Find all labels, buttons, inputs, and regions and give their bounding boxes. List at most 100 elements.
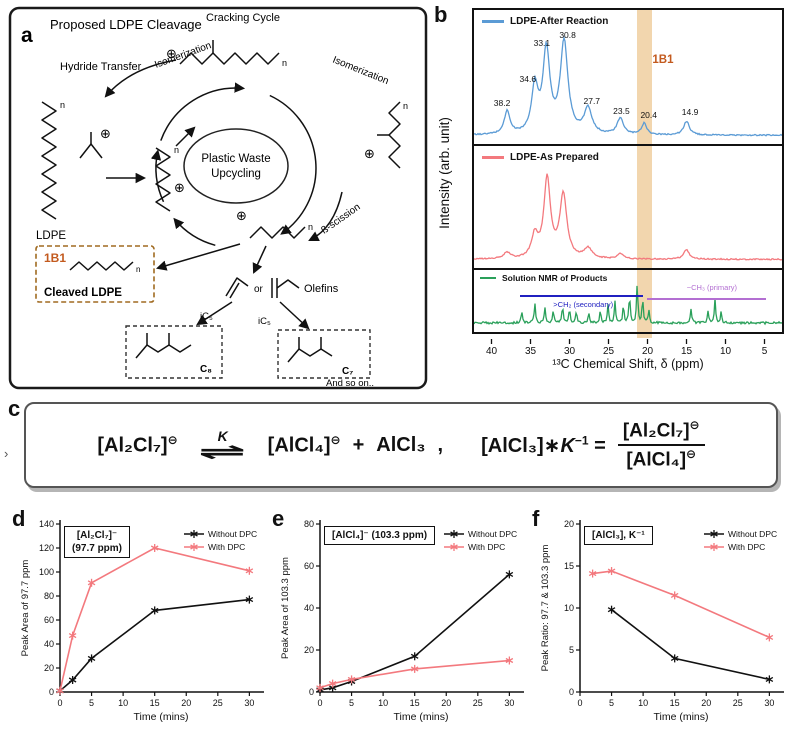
ic5-right-label: iC₅ xyxy=(258,316,271,327)
cleaved-ldpe-box: 1B1 n Cleaved LDPE xyxy=(35,245,155,303)
svg-text:0: 0 xyxy=(317,698,322,708)
spectrum-panel-solution-products: Solution NMR of Products >CH₂ (secondary… xyxy=(472,268,784,334)
spectrum-after-reaction xyxy=(474,35,782,137)
svg-text:Peak Area of 97.7 ppm: Peak Area of 97.7 ppm xyxy=(20,560,31,657)
legend-after-reaction: LDPE-After Reaction xyxy=(482,16,608,27)
svg-text:n: n xyxy=(174,145,179,155)
annotation-line xyxy=(520,295,644,297)
chart-d-title: [Al₂Cl₇]⁻ (97.7 ppm) xyxy=(64,526,131,558)
ratio-fraction: [Al₂Cl₇]⊖ [AlCl₄]⊖ xyxy=(617,418,705,472)
right-carbocation-structure: ⊕ n xyxy=(364,101,408,169)
svg-text:140: 140 xyxy=(39,519,54,529)
charge-minus-icon: ⊖ xyxy=(330,432,341,447)
panel-e-label: e xyxy=(272,506,285,531)
cycle-center-line1: Plastic Waste xyxy=(201,153,270,165)
svg-text:n: n xyxy=(403,101,408,111)
top-carbocation-structure: ⊕ n xyxy=(104,40,287,98)
c7-product-box: C₇ xyxy=(277,329,371,379)
peak-label: 27.7 xyxy=(583,96,601,106)
arrow-to-c8 xyxy=(196,301,233,326)
legend-label: LDPE-As Prepared xyxy=(510,152,599,163)
mid-chain-cation-structure: n ⊕ xyxy=(155,126,196,212)
and-so-on-label: And so on.. xyxy=(326,378,374,389)
svg-text:20: 20 xyxy=(304,645,314,655)
svg-text:n: n xyxy=(282,58,287,68)
alcl3-term: AlCl₃ xyxy=(376,433,426,456)
peak-label: 34.6 xyxy=(519,74,537,84)
svg-text:10: 10 xyxy=(720,346,732,357)
panel-b-nmr: b Intensity (arb. unit) LDPE-After React… xyxy=(430,2,788,394)
a-cracking-cycle-label: Cracking Cycle xyxy=(206,12,280,24)
isobutyl-cation-structure: ⊕ xyxy=(79,126,111,159)
chart-e-title: [AlCl₄]⁻ (103.3 ppm) xyxy=(324,526,436,545)
chart-e-svg: 0 20 40 60 80 0 5 10 15 20 25 30 Time (mins) Peak Are… xyxy=(280,519,524,723)
arrow-to-c7 xyxy=(279,301,310,330)
b1-peak-label: 1B1 xyxy=(652,54,674,66)
svg-text:20: 20 xyxy=(564,519,574,529)
fraction-denominator: [AlCl₄]⊖ xyxy=(626,447,697,471)
svg-text:30: 30 xyxy=(244,698,254,708)
svg-text:100: 100 xyxy=(39,567,54,577)
b1-label: 1B1 xyxy=(44,251,66,265)
beta-scission-arrow xyxy=(308,191,343,241)
equilibrium-constant-expression: [AlCl₃]∗K−1 = xyxy=(481,432,606,457)
svg-text:10: 10 xyxy=(638,698,648,708)
legend-as-prepared: LDPE-As Prepared xyxy=(482,152,599,163)
alcl4-term: [AlCl₄]⊖ xyxy=(267,432,341,457)
svg-text:0: 0 xyxy=(49,687,54,697)
legend-label: Solution NMR of Products xyxy=(502,273,608,283)
spectrum-trace xyxy=(474,35,782,137)
equilibrium-arrow-icon: K ⇌ xyxy=(198,428,247,465)
ldpe-structure: n LDPE xyxy=(36,100,66,242)
svg-text:Time (mins): Time (mins) xyxy=(393,711,448,723)
svg-text:10: 10 xyxy=(118,698,128,708)
legend-swatch xyxy=(482,156,504,159)
svg-text:n: n xyxy=(136,265,140,274)
c8-label: C₈ xyxy=(200,364,212,375)
cycle-center-line2: Upcycling xyxy=(211,168,261,180)
panel-a-diagram: a Proposed LDPE Cleavage Cracking Cycle … xyxy=(8,6,428,390)
c7-label: C₇ xyxy=(342,366,353,377)
axes: 0 5 10 15 20 0 5 10 15 20 25 30 Time (mins) Peak Rati… xyxy=(540,519,784,723)
svg-text:15: 15 xyxy=(150,698,160,708)
nmr-y-axis-label: Intensity (arb. unit) xyxy=(437,117,452,229)
nmr-x-axis-label: ¹³C Chemical Shift, δ (ppm) xyxy=(552,357,704,371)
plus-sign: + xyxy=(352,433,365,456)
peak-label: 20.4 xyxy=(640,110,657,120)
charge-minus-icon: ⊖ xyxy=(167,432,178,447)
cleaved-ldpe-label: Cleaved LDPE xyxy=(44,287,122,299)
svg-text:With DPC: With DPC xyxy=(468,542,505,552)
left-edge-mark: › xyxy=(4,446,9,461)
legend-swatch xyxy=(482,20,504,23)
chart-d-svg: 0 20 40 60 80 100 120 140 0 5 10 15 20 25 30 Time (mins… xyxy=(20,519,264,723)
svg-text:0: 0 xyxy=(569,687,574,697)
svg-text:Time (mins): Time (mins) xyxy=(133,711,188,723)
panel-f-label: f xyxy=(532,506,540,531)
svg-text:35: 35 xyxy=(525,346,537,357)
svg-text:25: 25 xyxy=(603,346,615,357)
svg-text:120: 120 xyxy=(39,543,54,553)
arrow-to-cleaved-ldpe xyxy=(155,243,241,271)
svg-text:20: 20 xyxy=(44,663,54,673)
svg-text:5: 5 xyxy=(762,346,768,357)
svg-text:30: 30 xyxy=(564,346,576,357)
svg-text:⊕: ⊕ xyxy=(174,180,185,195)
svg-text:Without DPC: Without DPC xyxy=(468,529,517,539)
panel-b-label: b xyxy=(434,2,448,27)
svg-text:5: 5 xyxy=(609,698,614,708)
svg-text:⊕: ⊕ xyxy=(100,126,111,141)
or-label: or xyxy=(254,284,264,295)
c8-product-box: C₈ xyxy=(125,325,223,379)
cycle-center-ellipse xyxy=(183,128,289,204)
panel-e-chart: e 0 20 40 60 80 0 5 10 15 20 25 30 Time (mins) Peak A… xyxy=(268,506,524,730)
spectrum-trace xyxy=(474,285,782,326)
panel-f-chart: f 0 5 10 15 20 0 5 10 15 20 25 30 Time (mins) Peak Ra… xyxy=(528,506,784,730)
svg-text:30: 30 xyxy=(764,698,774,708)
annotation-line xyxy=(647,298,767,300)
peak-label: 23.5 xyxy=(613,106,630,116)
svg-text:n: n xyxy=(308,222,313,232)
svg-text:Peak Area of 103.3 ppm: Peak Area of 103.3 ppm xyxy=(280,557,291,659)
series-with-dpc: With DPC xyxy=(588,542,774,642)
annotation-label: −CH₃ (primary) xyxy=(686,283,738,292)
svg-text:20: 20 xyxy=(181,698,191,708)
